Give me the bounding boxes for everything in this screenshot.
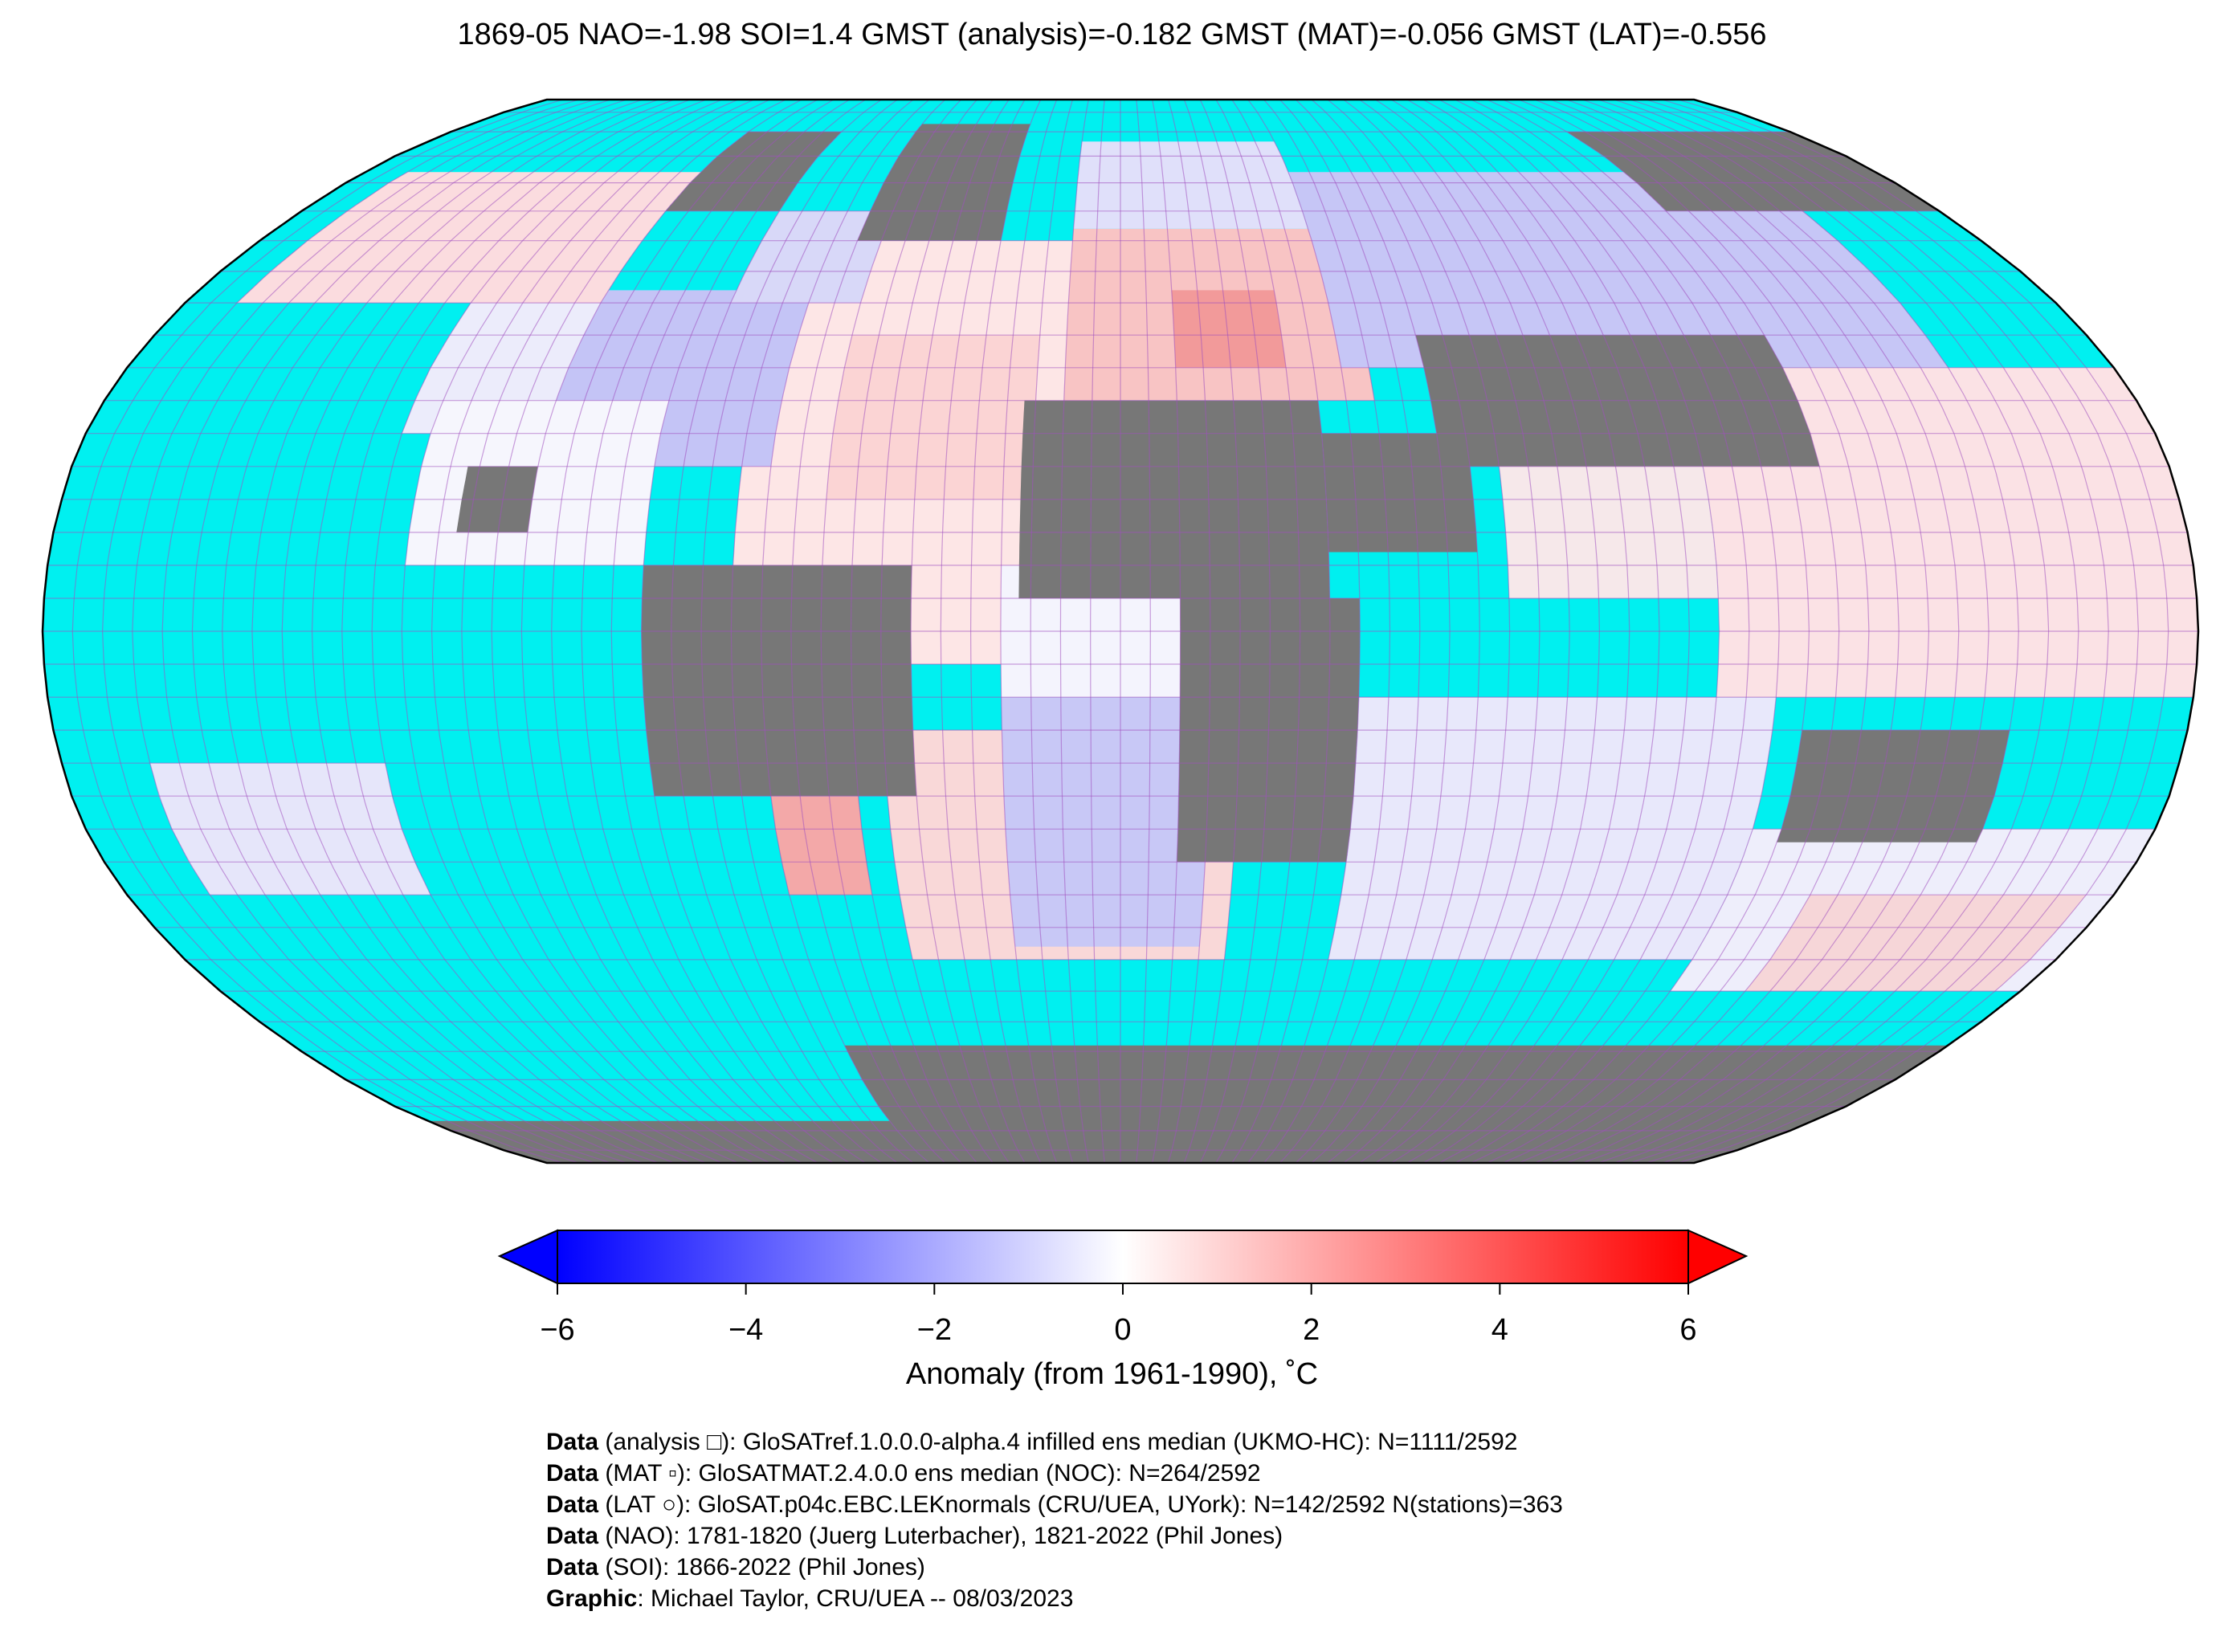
colorbar-tick-label: −6	[540, 1313, 575, 1347]
region-central-europe	[1171, 290, 1287, 368]
colorbar-tick-label: 4	[1491, 1313, 1508, 1347]
data-credits: Data (analysis □): GloSATref.1.0.0.0-alp…	[546, 1426, 1563, 1614]
map-title: 1869-05 NAO=-1.98 SOI=1.4 GMST (analysis…	[457, 18, 1767, 51]
credit-line: Data (MAT ▫): GloSATMAT.2.4.0.0 ens medi…	[546, 1460, 1261, 1487]
region-east-pacific	[405, 400, 669, 565]
colorbar-tick-label: 2	[1303, 1313, 1320, 1347]
region-south-asia	[1494, 433, 1719, 598]
colorbar-tick-label: −2	[916, 1313, 952, 1347]
map-outline	[41, 98, 2200, 1165]
credit-line: Data (LAT ○): GloSAT.p04c.EBC.LEKnormals…	[546, 1491, 1563, 1518]
region-rio-de-la-plata	[770, 796, 872, 895]
colorbar-tick-label: 6	[1679, 1313, 1697, 1347]
grid-lines	[43, 100, 2198, 1163]
colorbar-tick-label: 0	[1114, 1313, 1132, 1347]
colorbar-max-extend	[1687, 1229, 1749, 1285]
region-alaska-canada	[237, 172, 701, 304]
credit-line: Data (SOI): 1866-2022 (Phil Jones)	[546, 1554, 925, 1581]
region-northern-asia	[1287, 172, 1949, 368]
colorbar-label: Anomaly (from 1961-1990), ˚C	[905, 1357, 1319, 1391]
colorbar	[497, 1229, 1749, 1295]
region-south-america	[641, 565, 917, 797]
region-australia	[1777, 730, 2010, 842]
region-south-atlantic	[1001, 697, 1210, 947]
region-arctic-canada	[665, 132, 842, 211]
region-subtropical-atlantic	[826, 335, 1040, 500]
region-labrador	[730, 210, 893, 304]
region-arabia	[1321, 433, 1478, 553]
region-nordic-arctic	[1073, 141, 1308, 229]
world-anomaly-map	[41, 98, 2200, 1165]
colorbar-min-extend	[497, 1229, 558, 1285]
colorbar-gradient	[557, 1230, 1689, 1284]
region-antarctica	[844, 1045, 1948, 1163]
region-siberia	[1566, 132, 1940, 211]
credit-line: Data (analysis □): GloSATref.1.0.0.0-alp…	[546, 1429, 1518, 1455]
region-antarctica-west	[428, 1120, 929, 1163]
region-tasman	[1745, 895, 2087, 992]
region-western-north-america	[402, 271, 621, 434]
credit-line: Data (NAO): 1781-1820 (Juerg Luterbacher…	[546, 1523, 1283, 1549]
colorbar-tick-label: −4	[728, 1313, 764, 1347]
credit-line: Graphic: Michael Taylor, CRU/UEA -- 08/0…	[546, 1585, 1074, 1612]
